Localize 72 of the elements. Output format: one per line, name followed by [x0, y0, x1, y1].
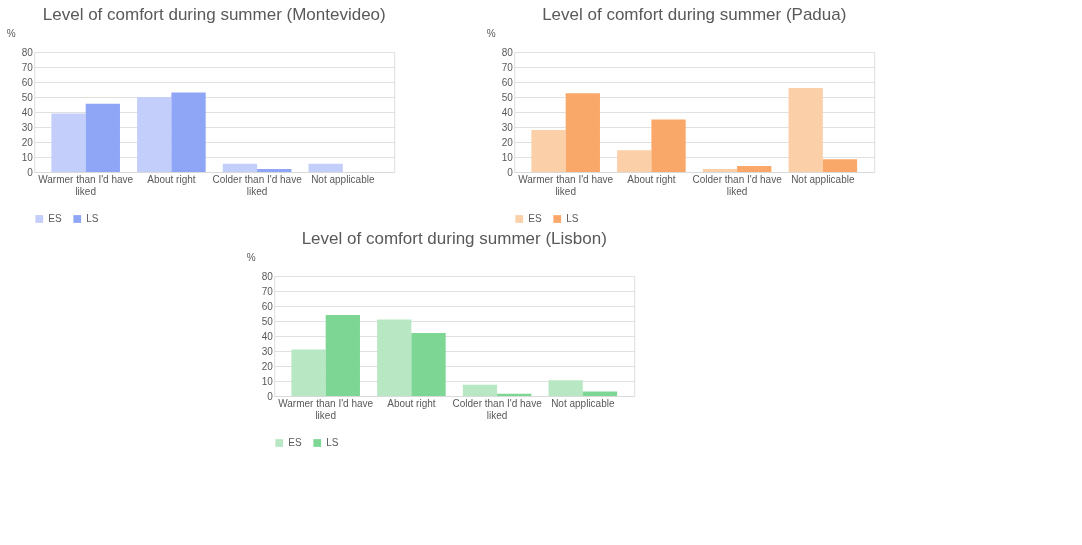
x-tick-label: Warmer than I'd have liked: [278, 397, 374, 421]
y-tick-label: 40: [501, 106, 514, 118]
chart-title: Level of comfort during summer (Lisbon): [301, 229, 607, 248]
legend-label: ES: [48, 213, 62, 224]
y-tick-label: 30: [501, 121, 514, 133]
y-tick-label: 50: [21, 91, 34, 103]
bar: [171, 92, 206, 172]
y-tick-label: 20: [21, 136, 34, 148]
x-tick-label: Warmer than I'd have liked: [38, 173, 134, 197]
x-tick-label: Not applicable: [791, 173, 855, 185]
y-tick-label: 50: [261, 315, 274, 327]
bar: [257, 169, 292, 172]
y-tick-label: 80: [501, 46, 514, 58]
y-tick-label: 10: [261, 375, 274, 387]
chart-title: Level of comfort during summer (Montevideo): [42, 5, 386, 24]
x-tick-label: Colder than I'd have liked: [692, 173, 783, 197]
y-tick-label: 10: [21, 151, 34, 163]
bar: [85, 103, 120, 172]
y-tick-label: 30: [21, 121, 34, 133]
legend-label: ES: [528, 213, 542, 224]
y-tick-label: 60: [501, 76, 514, 88]
bar: [291, 349, 326, 396]
legend-label: ES: [288, 437, 302, 448]
bar: [222, 163, 258, 172]
legend-label: LS: [326, 437, 339, 448]
bar: [377, 319, 412, 396]
bar: [737, 166, 772, 172]
bar: [411, 333, 446, 396]
x-tick-label: Colder than I'd have liked: [212, 173, 303, 197]
bar: [822, 159, 858, 172]
x-tick-label: About right: [627, 173, 676, 185]
y-tick-label: 80: [261, 270, 274, 282]
y-tick-label: 40: [261, 330, 274, 342]
y-axis-title: %: [246, 251, 256, 263]
bar: [617, 150, 652, 172]
x-tick-label: Warmer than I'd have liked: [518, 173, 614, 197]
bar: [462, 384, 498, 396]
y-tick-label: 0: [267, 390, 274, 402]
y-tick-label: 10: [501, 151, 514, 163]
legend-label: LS: [566, 213, 579, 224]
bar: [651, 119, 686, 172]
legend-label: LS: [86, 213, 99, 224]
bar: [51, 113, 86, 172]
bar: [548, 380, 583, 396]
y-axis-title: %: [6, 27, 16, 39]
y-tick-label: 80: [21, 46, 34, 58]
y-tick-label: 40: [21, 106, 34, 118]
y-tick-label: 60: [261, 300, 274, 312]
bar: [788, 88, 823, 172]
y-tick-label: 70: [21, 61, 34, 73]
x-tick-label: About right: [147, 173, 196, 185]
bar: [325, 315, 360, 396]
bar: [137, 97, 172, 172]
x-tick-label: Not applicable: [551, 397, 615, 409]
y-axis-title: %: [486, 27, 496, 39]
x-tick-label: Colder than I'd have liked: [452, 397, 543, 421]
y-tick-label: 0: [507, 166, 514, 178]
y-tick-label: 30: [261, 345, 274, 357]
bar: [308, 163, 343, 172]
y-tick-label: 0: [27, 166, 34, 178]
chart-title: Level of comfort during summer (Padua): [542, 5, 847, 24]
y-tick-label: 20: [501, 136, 514, 148]
bar: [702, 169, 738, 172]
x-tick-label: About right: [387, 397, 436, 409]
x-tick-label: Not applicable: [311, 173, 375, 185]
bar: [531, 130, 566, 172]
y-tick-label: 50: [501, 91, 514, 103]
y-tick-label: 20: [261, 360, 274, 372]
y-tick-label: 70: [501, 61, 514, 73]
y-tick-label: 60: [21, 76, 34, 88]
y-tick-label: 70: [261, 285, 274, 297]
bar: [565, 93, 600, 172]
